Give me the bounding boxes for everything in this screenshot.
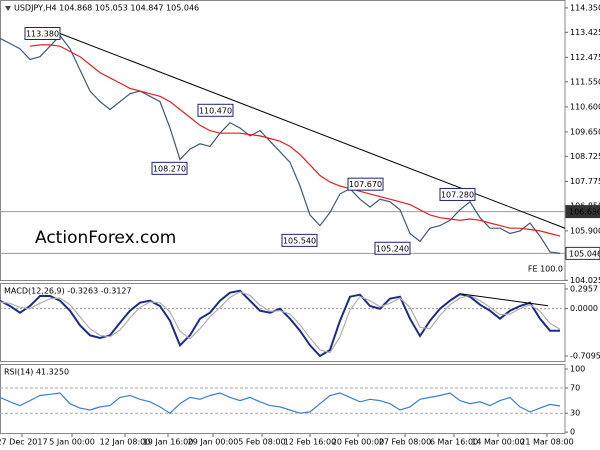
x-tick-label: 14 Mar 00:00 — [471, 438, 524, 447]
x-tick-label: 21 Mar 08:00 — [520, 438, 573, 447]
annotation-label: 107.670 — [349, 180, 382, 189]
x-tick-label: 12 Feb 16:00 — [284, 438, 336, 447]
y-tick-label: 111.550 — [570, 77, 600, 86]
price-box-label: 105.046 — [569, 249, 600, 258]
watermark: ActionForex.com — [35, 228, 176, 248]
y-tick-label: 114.350 — [570, 3, 600, 12]
panel-frame — [0, 364, 566, 434]
panel-title: MACD(12,26,9) -0.3263 -0.3127 — [4, 287, 132, 296]
annotation-label: 105.240 — [376, 244, 409, 253]
x-tick-label: 20 Feb 00:00 — [332, 438, 384, 447]
y-tick-label: 112.475 — [570, 53, 600, 62]
trend-line — [461, 293, 549, 307]
y-tick-label: 110.600 — [570, 102, 600, 111]
symbol-icon — [5, 6, 11, 11]
x-tick-label: 27 Feb 08:00 — [379, 438, 431, 447]
panel-frame — [0, 0, 566, 281]
y-tick-label: 100 — [570, 365, 585, 374]
y-tick-label: 0 — [570, 428, 575, 437]
y-tick-label: 108.725 — [570, 152, 600, 161]
y-tick-label: 70 — [570, 383, 580, 392]
series-line — [0, 291, 561, 354]
y-tick-label: 30 — [570, 409, 580, 418]
annotation-box — [281, 233, 318, 247]
fe-label: FE 100.0 — [528, 265, 563, 274]
x-tick-label: 5 Jan 00:00 — [49, 438, 95, 447]
x-tick-label: 19 Jan 16:00 — [143, 438, 194, 447]
panel-frame — [0, 283, 566, 362]
y-tick-label: -0.7095 — [570, 351, 600, 360]
price-box — [565, 205, 600, 219]
annotation-label: 108.270 — [153, 164, 186, 173]
price-box-label: 106.630 — [569, 208, 600, 217]
annotation-label: 105.540 — [283, 236, 316, 245]
x-tick-label: 12 Jan 08:00 — [100, 438, 151, 447]
annotation-box — [24, 27, 61, 41]
annotation-box — [347, 177, 384, 191]
price-box — [565, 246, 600, 260]
x-tick-label: 5 Feb 08:00 — [238, 438, 285, 447]
y-tick-label: 104.025 — [570, 276, 600, 285]
series-line — [29, 44, 561, 237]
annotation-label: 110.470 — [199, 106, 232, 115]
annotation-label: 113.380 — [26, 30, 59, 39]
x-tick-label: 29 Jan 00:00 — [188, 438, 239, 447]
series-line — [0, 34, 561, 254]
annotation-box — [374, 241, 411, 255]
annotation-box — [439, 187, 476, 201]
y-tick-label: 107.775 — [570, 177, 600, 186]
y-tick-label: 0.0000 — [570, 304, 598, 313]
annotation-label: 107.280 — [441, 190, 474, 199]
trend-line — [59, 33, 566, 229]
annotation-box — [151, 161, 188, 175]
series-line — [0, 392, 561, 414]
x-tick-label: 27 Dec 2017 — [0, 438, 48, 447]
y-tick-label: 105.900 — [570, 226, 600, 235]
y-tick-label: 113.425 — [570, 28, 600, 37]
panel-title: RSI(14) 41.3250 — [4, 368, 69, 377]
x-tick-label: 6 Mar 16:00 — [430, 438, 478, 447]
y-tick-label: 109.650 — [570, 127, 600, 136]
annotation-box — [197, 103, 234, 117]
panel-title: USDJPY,H4 104.868 105.053 104.847 105.04… — [14, 4, 199, 13]
y-tick-label: 0.2957 — [570, 284, 598, 293]
